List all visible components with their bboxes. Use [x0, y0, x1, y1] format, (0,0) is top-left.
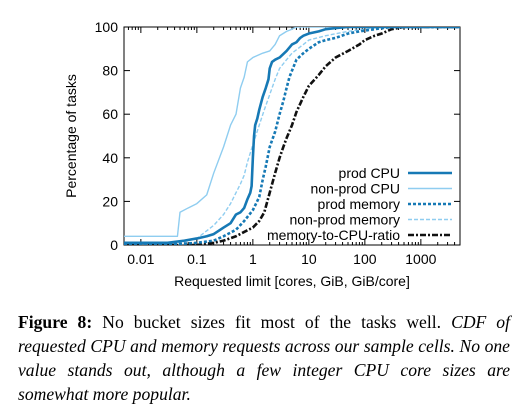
legend-label-non-prod-cpu: non-prod CPU: [311, 181, 401, 197]
x-axis-label: Requested limit [cores, GiB, GiB/core]: [174, 273, 410, 289]
y-tick-label: 40: [102, 150, 118, 166]
legend-label-non-prod-memory: non-prod memory: [290, 212, 401, 228]
series-line-prod-cpu: [124, 27, 460, 245]
x-tick-label: 10: [301, 251, 317, 267]
series-line-prod-memory: [124, 27, 460, 245]
figure-caption: Figure 8: No bucket sizes fit most of th…: [18, 310, 510, 406]
legend-label-memory-to-cpu-ratio: memory-to-CPU-ratio: [267, 227, 400, 243]
caption-italic-text: CDF of requested CPU and memory requests…: [18, 312, 510, 404]
y-tick-label: 100: [95, 19, 119, 35]
series-line-memory-to-cpu-ratio: [124, 27, 460, 245]
x-tick-label: 1000: [405, 251, 436, 267]
caption-label: Figure 8:: [18, 312, 93, 332]
y-tick-label: 0: [110, 237, 118, 253]
y-tick-label: 20: [102, 193, 118, 209]
series-layer: [124, 27, 460, 245]
legend-label-prod-memory: prod memory: [318, 196, 400, 212]
x-tick-label: 0.1: [187, 251, 207, 267]
x-tick-label: 100: [353, 251, 377, 267]
x-tick-label: 0.01: [127, 251, 154, 267]
series-line-non-prod-memory: [124, 27, 460, 245]
x-tick-label: 1: [249, 251, 257, 267]
caption-text: No bucket sizes fit most of the tasks we…: [92, 312, 452, 332]
axes: 0 20 40 60 80 100 0.01 0.1 1 10 100 1000: [95, 19, 461, 267]
series-line-non-prod-cpu: [124, 27, 460, 237]
y-axis-label: Percentage of tasks: [63, 74, 79, 198]
y-tick-label: 60: [102, 106, 118, 122]
y-tick-label: 80: [102, 63, 118, 79]
legend-label-prod-cpu: prod CPU: [339, 165, 400, 181]
